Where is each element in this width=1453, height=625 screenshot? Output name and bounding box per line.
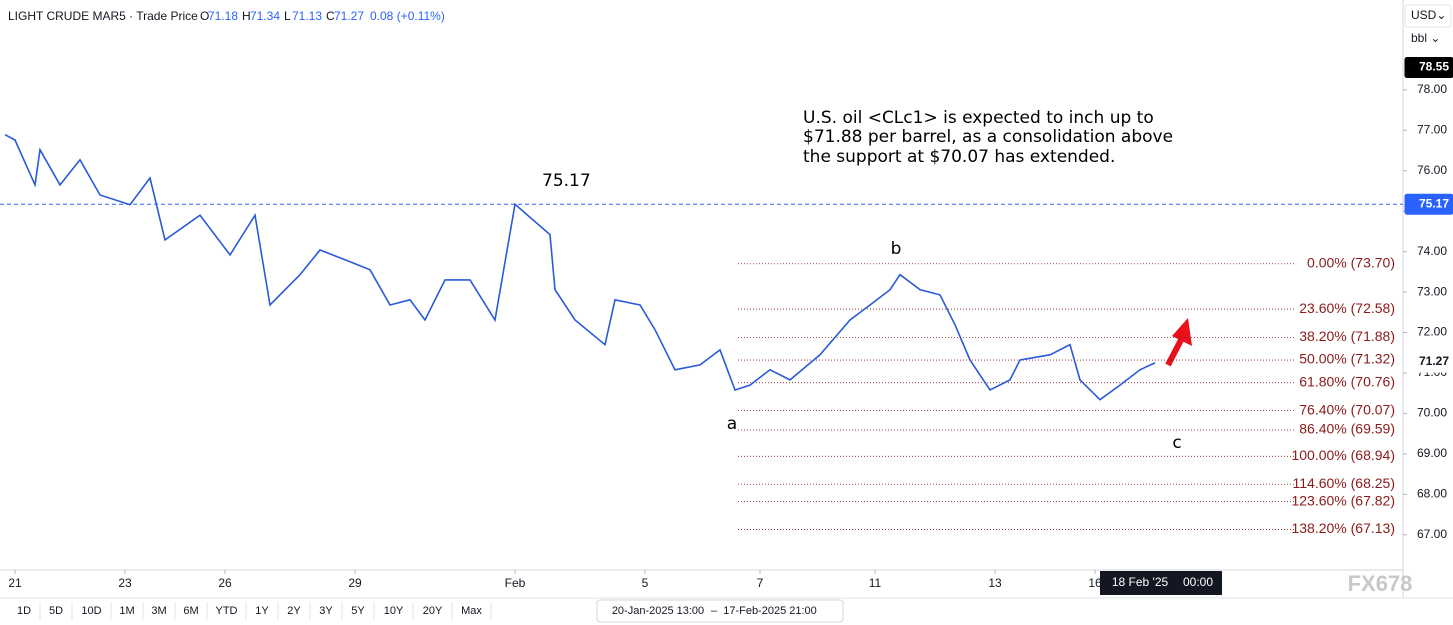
- ohlc-value: 71.34: [250, 9, 280, 23]
- range-sep: –: [711, 605, 718, 617]
- range-button[interactable]: 2Y: [287, 605, 301, 617]
- currency-button[interactable]: [1404, 4, 1452, 28]
- fib-label: 0.00% (73.70): [1307, 254, 1395, 270]
- fib-label: 114.60% (68.25): [1293, 475, 1395, 491]
- y-tick-label: 73.00: [1417, 284, 1447, 298]
- x-tick-label: Feb: [505, 576, 526, 590]
- price-tag-label: 78.55: [1419, 60, 1449, 74]
- wave-label: a: [727, 414, 737, 434]
- annotation-line: $71.88 per barrel, as a consolidation ab…: [803, 127, 1173, 147]
- x-tick-label: 16: [1088, 576, 1102, 590]
- fib-label: 123.60% (67.82): [1291, 492, 1395, 508]
- range-button[interactable]: 5D: [49, 605, 63, 617]
- y-tick-label: 69.00: [1417, 446, 1447, 460]
- range-button[interactable]: 6M: [183, 605, 198, 617]
- price-tag: [1404, 351, 1453, 373]
- x-tick-label: 11: [869, 576, 882, 590]
- price-line: [4, 133, 1156, 401]
- range-button[interactable]: Max: [461, 605, 482, 617]
- crosshair-label-bg: [1100, 571, 1222, 595]
- wave-label: b: [891, 239, 902, 259]
- x-tick-label: 26: [218, 576, 232, 590]
- arrow-shaft: [1165, 336, 1185, 367]
- x-tick-label: 23: [118, 576, 132, 590]
- range-button[interactable]: 10D: [81, 605, 101, 617]
- crosshair-time: 00:00: [1183, 575, 1213, 589]
- ohlc-key: H: [242, 9, 251, 23]
- date-range[interactable]: [596, 599, 844, 623]
- range-button[interactable]: 5Y: [351, 605, 365, 617]
- arrow: [1165, 318, 1192, 367]
- symbol: LIGHT CRUDE MAR5 · Trade Price: [8, 9, 198, 23]
- range-button[interactable]: 3M: [151, 605, 166, 617]
- fib-label: 38.20% (71.88): [1299, 328, 1395, 344]
- unit[interactable]: bbl ⌄: [1411, 31, 1440, 45]
- fib-label: 50.00% (71.32): [1299, 351, 1395, 367]
- wave-label: c: [1172, 433, 1181, 453]
- range-button[interactable]: 3Y: [319, 605, 333, 617]
- ohlc-value: 71.13: [292, 9, 322, 23]
- annotation-line: the support at $70.07 has extended.: [803, 147, 1115, 167]
- ohlc-group: O71.18 H 71.34 L 71.13 C 71.27: [200, 9, 364, 23]
- range-button[interactable]: 20Y: [423, 605, 443, 617]
- annotation-line: U.S. oil <CLc1> is expected to inch up t…: [803, 108, 1154, 128]
- fib-label: 100.00% (68.94): [1291, 447, 1395, 463]
- range-button[interactable]: 1M: [119, 605, 134, 617]
- ohlc-value: 71.18: [208, 9, 238, 23]
- range-start: 20-Jan-2025 13:00: [612, 605, 704, 617]
- fib-label: 138.20% (67.13): [1291, 520, 1395, 536]
- range-button[interactable]: 1D: [17, 605, 31, 617]
- ohlc-key: L: [284, 9, 291, 23]
- y-tick-label: 70.00: [1417, 406, 1447, 420]
- y-tick-label: 77.00: [1417, 122, 1447, 136]
- x-tick-label: 5: [642, 576, 649, 590]
- fib-label: 61.80% (70.76): [1299, 373, 1395, 389]
- price-tag-label: 75.17: [1419, 196, 1449, 210]
- ohlc-key: O: [200, 9, 209, 23]
- range-button[interactable]: 10Y: [384, 605, 404, 617]
- arrow-head: [1172, 318, 1192, 346]
- fib-label: 76.40% (70.07): [1299, 401, 1395, 417]
- range-buttons: 1D 5D 10D 1M 3M 6M YTD 1Y 2Y 3Y 5Y 10Y 20Y Max: [17, 602, 492, 620]
- y-tick-label: 68.00: [1417, 487, 1447, 501]
- y-tick-label: 78.00: [1417, 82, 1447, 96]
- ohlc-key: C: [326, 9, 335, 23]
- x-tick-label: 13: [988, 576, 1002, 590]
- crosshair-date: 18 Feb '25: [1112, 575, 1169, 589]
- x-tick-label: 21: [8, 576, 22, 590]
- range-button[interactable]: 1Y: [255, 605, 269, 617]
- price-tag-label: 71.27: [1419, 354, 1449, 368]
- watermark: FX678: [1348, 571, 1413, 596]
- price-tag: [1404, 193, 1453, 215]
- y-tick-label: 72.00: [1417, 325, 1447, 339]
- x-tick-label: 29: [348, 576, 362, 590]
- price-tag: [1404, 57, 1453, 79]
- ohlc-value: 71.27: [334, 9, 364, 23]
- fib-label: 23.60% (72.58): [1299, 300, 1395, 316]
- y-tick-label: 74.00: [1417, 244, 1447, 258]
- change: 0.08 (+0.11%): [370, 9, 445, 23]
- y-tick-label: 76.00: [1417, 163, 1447, 177]
- x-tick-label: 7: [757, 576, 764, 590]
- range-end: 17-Feb-2025 21:00: [723, 605, 817, 617]
- currency[interactable]: USD⌄: [1411, 8, 1446, 22]
- range-button[interactable]: YTD: [216, 605, 238, 617]
- y-tick-label: 67.00: [1417, 527, 1447, 541]
- fib-label: 86.40% (69.59): [1299, 421, 1395, 437]
- peak-label: 75.17: [542, 171, 591, 191]
